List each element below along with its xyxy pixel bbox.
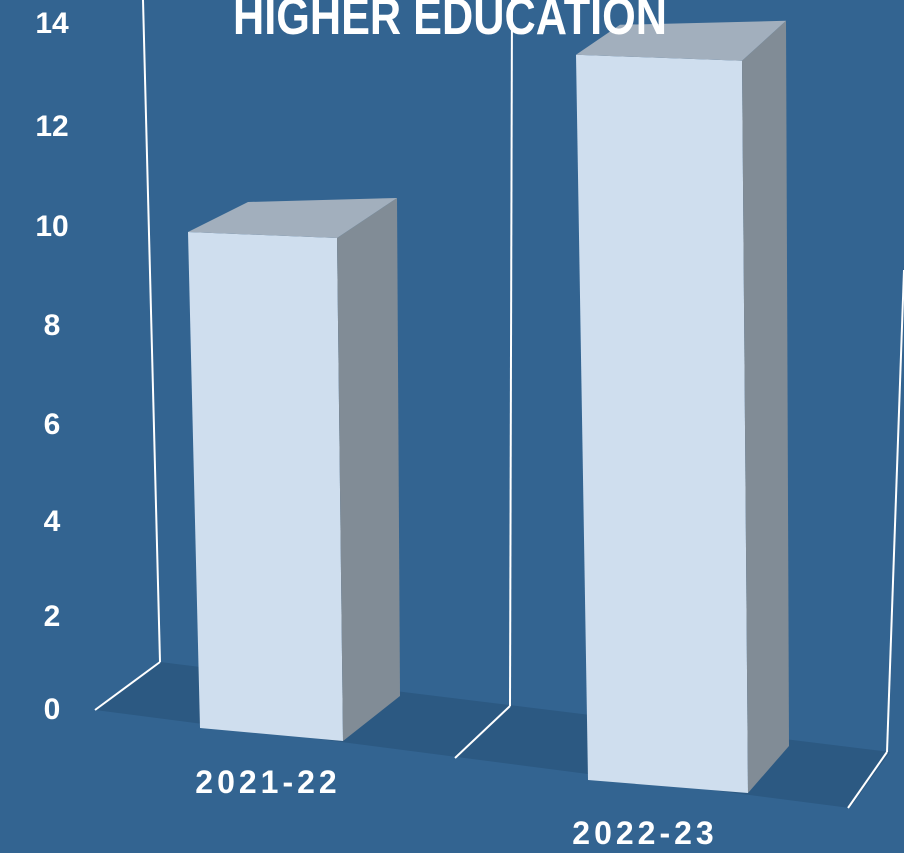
y-axis-ticks: 0 2 4 6 8 10 12 14 xyxy=(35,7,69,726)
bar-side xyxy=(337,198,400,741)
chart-title: HIGHER EDUCATION xyxy=(233,0,667,46)
y-tick-label: 2 xyxy=(44,600,61,633)
x-axis-categories: 2021-22 2022-23 xyxy=(195,764,717,851)
wall-line-left xyxy=(142,0,161,663)
wall-line-right xyxy=(886,269,904,753)
bar-top xyxy=(188,198,397,238)
y-tick-label: 0 xyxy=(44,693,61,726)
bar-side xyxy=(742,20,789,794)
bar-2022-23 xyxy=(576,20,789,794)
y-tick-label: 8 xyxy=(44,309,61,342)
bar-front xyxy=(188,232,343,741)
y-tick-label: 14 xyxy=(35,7,69,40)
bar-front xyxy=(576,54,748,794)
wall-line-mid xyxy=(509,0,513,707)
x-category-label: 2021-22 xyxy=(195,764,340,800)
y-tick-label: 12 xyxy=(35,110,68,143)
y-tick-label: 10 xyxy=(35,210,68,243)
y-tick-label: 6 xyxy=(44,408,61,441)
y-tick-label: 4 xyxy=(44,505,61,538)
floor-edge-right xyxy=(847,751,888,809)
bar-2021-22 xyxy=(188,198,400,741)
bars-group xyxy=(188,20,789,794)
bar-top xyxy=(576,20,786,61)
x-category-label: 2022-23 xyxy=(572,815,717,851)
floor-edge-left xyxy=(94,661,161,711)
chart-walls xyxy=(94,0,904,809)
floor-edge-mid xyxy=(454,705,511,759)
